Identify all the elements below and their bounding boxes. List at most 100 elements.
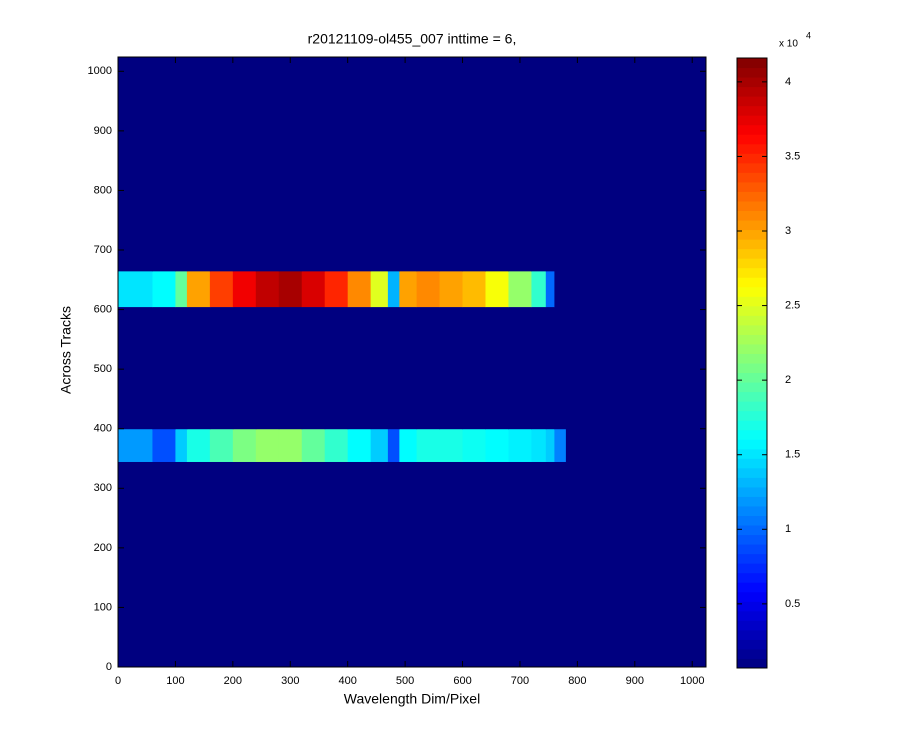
heatmap-cell bbox=[278, 270, 303, 308]
heatmap-cell bbox=[399, 57, 418, 272]
colorbar-swatch bbox=[737, 124, 767, 135]
heatmap-cell bbox=[209, 428, 234, 462]
x-tick-label: 400 bbox=[339, 675, 357, 687]
colorbar-swatch bbox=[737, 486, 767, 497]
heatmap-cell bbox=[209, 461, 234, 668]
heatmap-cell bbox=[439, 306, 464, 430]
colorbar-swatch bbox=[737, 96, 767, 107]
heatmap-cell bbox=[301, 306, 326, 430]
colorbar-swatch bbox=[737, 648, 767, 659]
colorbar-swatch bbox=[737, 210, 767, 221]
colorbar-swatch bbox=[737, 162, 767, 173]
heatmap-cell bbox=[347, 428, 372, 462]
heatmap-cell bbox=[347, 306, 372, 430]
y-tick-label: 400 bbox=[94, 423, 112, 435]
heatmap-cell bbox=[175, 57, 188, 272]
y-tick-label: 800 bbox=[94, 184, 112, 196]
heatmap-cell bbox=[232, 270, 257, 308]
colorbar-tick-label: 3 bbox=[785, 225, 791, 237]
plot-frame bbox=[117, 56, 707, 668]
heatmap-cell bbox=[545, 57, 555, 272]
colorbar-swatch bbox=[737, 334, 767, 345]
heatmap-cell bbox=[301, 57, 326, 272]
heatmap-cell bbox=[278, 461, 303, 668]
colorbar-swatch bbox=[737, 363, 767, 374]
heatmap-cell bbox=[416, 461, 441, 668]
colorbar-tick-label: 4 bbox=[785, 76, 791, 88]
heatmap-cell bbox=[399, 270, 418, 308]
heatmap-cell bbox=[175, 270, 188, 308]
colorbar-swatch bbox=[737, 563, 767, 574]
colorbar-swatch bbox=[737, 610, 767, 621]
heatmap-cell bbox=[175, 306, 188, 430]
colorbar-multiplier: x 10 bbox=[779, 39, 798, 50]
colorbar-swatch bbox=[737, 315, 767, 326]
heatmap-cell bbox=[278, 57, 303, 272]
heatmap-cell bbox=[554, 461, 567, 668]
heatmap-cell bbox=[554, 57, 567, 272]
colorbar-swatch bbox=[737, 505, 767, 516]
heatmap-cell bbox=[370, 461, 389, 668]
colorbar-swatch bbox=[737, 58, 767, 69]
heatmap-cell bbox=[462, 306, 486, 430]
colorbar-swatch bbox=[737, 134, 767, 145]
colorbar-swatch bbox=[737, 544, 767, 555]
heatmap-cell bbox=[232, 57, 257, 272]
colorbar-swatch bbox=[737, 401, 767, 412]
colorbar-tick-label: 1.5 bbox=[785, 449, 800, 461]
x-tick-label: 800 bbox=[568, 675, 586, 687]
x-tick-label: 100 bbox=[166, 675, 184, 687]
heatmap-cell bbox=[485, 270, 509, 308]
heatmap-cell bbox=[186, 461, 211, 668]
colorbar-swatch bbox=[737, 496, 767, 507]
heatmap-cell bbox=[175, 428, 188, 462]
heatmap-cell bbox=[387, 428, 400, 462]
y-tick-label: 0 bbox=[106, 661, 112, 673]
x-tick-label: 300 bbox=[281, 675, 299, 687]
heatmap-cell bbox=[370, 306, 389, 430]
colorbar-swatch bbox=[737, 467, 767, 478]
colorbar-swatch bbox=[737, 420, 767, 431]
heatmap-cell bbox=[118, 57, 153, 272]
y-axis-label: Across Tracks bbox=[58, 306, 74, 394]
y-tick-label: 600 bbox=[94, 303, 112, 315]
colorbar-swatch bbox=[737, 296, 767, 307]
heatmap-cell bbox=[462, 461, 486, 668]
heatmap-cell bbox=[508, 461, 532, 668]
colorbar-frame bbox=[736, 57, 768, 669]
colorbar-swatch bbox=[737, 372, 767, 383]
heatmap-cell bbox=[186, 270, 211, 308]
colorbar-swatch bbox=[737, 153, 767, 164]
colorbar-swatch bbox=[737, 143, 767, 154]
x-tick-label: 500 bbox=[396, 675, 414, 687]
colorbar-swatch bbox=[737, 391, 767, 402]
heatmap-cell bbox=[232, 428, 257, 462]
x-tick-label: 600 bbox=[453, 675, 471, 687]
heatmap-cell bbox=[209, 270, 234, 308]
colorbar-swatch bbox=[737, 267, 767, 278]
heatmap-cell bbox=[278, 306, 303, 430]
colorbar-swatch bbox=[737, 448, 767, 459]
heatmap-cell bbox=[531, 461, 547, 668]
heatmap-cell bbox=[439, 461, 464, 668]
colorbar-swatch bbox=[737, 515, 767, 526]
colorbar-swatch bbox=[737, 477, 767, 488]
y-tick-label: 900 bbox=[94, 125, 112, 137]
colorbar-swatch bbox=[737, 115, 767, 126]
colorbar-swatch bbox=[737, 220, 767, 231]
colorbar-swatch bbox=[737, 77, 767, 88]
colorbar-swatch bbox=[737, 458, 767, 469]
heatmap-cell bbox=[545, 428, 555, 462]
heatmap-cell bbox=[255, 461, 280, 668]
heatmap-cell bbox=[347, 57, 372, 272]
heatmap-cell bbox=[152, 57, 176, 272]
heatmap-cell bbox=[152, 306, 176, 430]
colorbar: 0.5 1 1.5 2 2.5 3 3.5 4 bbox=[736, 57, 800, 669]
colorbar-swatch bbox=[737, 305, 767, 316]
heatmap-cell bbox=[324, 57, 349, 272]
heatmap-cell bbox=[485, 461, 509, 668]
colorbar-swatch bbox=[737, 191, 767, 202]
heatmap-cell bbox=[439, 57, 464, 272]
heatmap-cell bbox=[118, 461, 153, 668]
